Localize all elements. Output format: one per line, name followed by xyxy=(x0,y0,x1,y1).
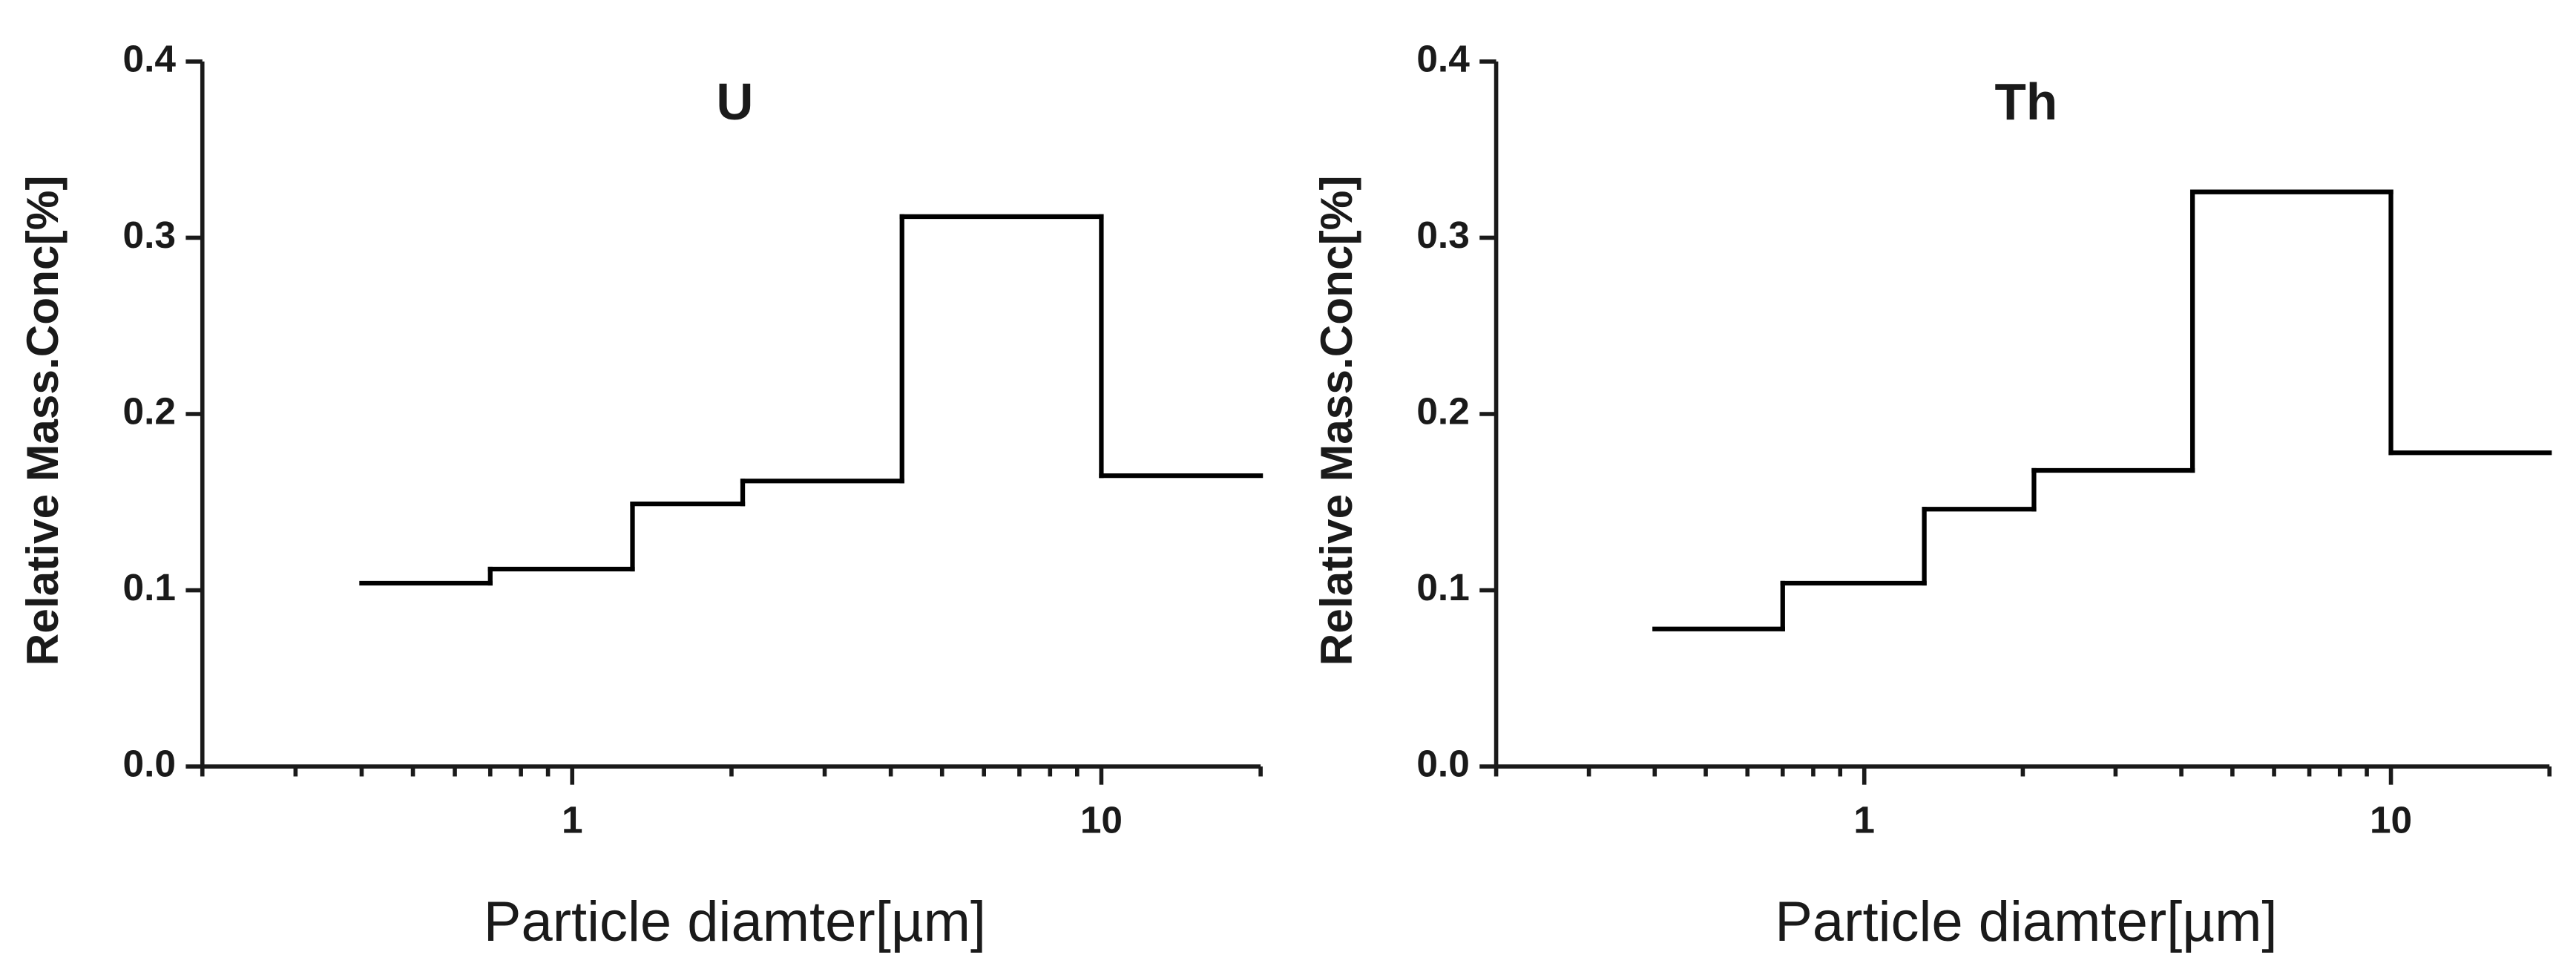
chart-title: Th xyxy=(1995,73,2058,131)
y-tick-label: 0.4 xyxy=(1416,36,1470,79)
y-tick-label: 0.0 xyxy=(123,742,176,785)
x-axis-label: Particle diamter[µm] xyxy=(1775,890,2277,953)
y-tick-label: 0.1 xyxy=(1416,565,1469,608)
y-tick-label: 0.2 xyxy=(1416,390,1469,433)
x-tick-label: 10 xyxy=(2370,798,2412,841)
x-tick-label: 10 xyxy=(1080,798,1123,841)
y-tick-label: 0.4 xyxy=(123,36,177,79)
chart-title: U xyxy=(716,73,753,131)
y-tick-label: 0.2 xyxy=(123,390,176,433)
y-tick-label: 0.0 xyxy=(1416,742,1469,785)
panel: 0.0 0.1 0.2 0.3 0.4 1 10 U Particle diamter[µm] R… xyxy=(17,36,1264,953)
x-tick-label: 1 xyxy=(562,798,583,841)
y-axis-label: Relative Mass.Conc[%] xyxy=(17,176,68,666)
y-axis-label: Relative Mass.Conc[%] xyxy=(1311,176,1361,666)
y-tick-label: 0.3 xyxy=(1416,213,1469,256)
x-tick-label: 1 xyxy=(1853,798,1875,841)
panel: 0.0 0.1 0.2 0.3 0.4 1 10 Th Particle diamter[µm]… xyxy=(1311,36,2552,953)
x-axis-label: Particle diamter[µm] xyxy=(484,890,986,953)
y-tick-label: 0.1 xyxy=(123,565,176,608)
y-tick-label: 0.3 xyxy=(123,213,176,256)
